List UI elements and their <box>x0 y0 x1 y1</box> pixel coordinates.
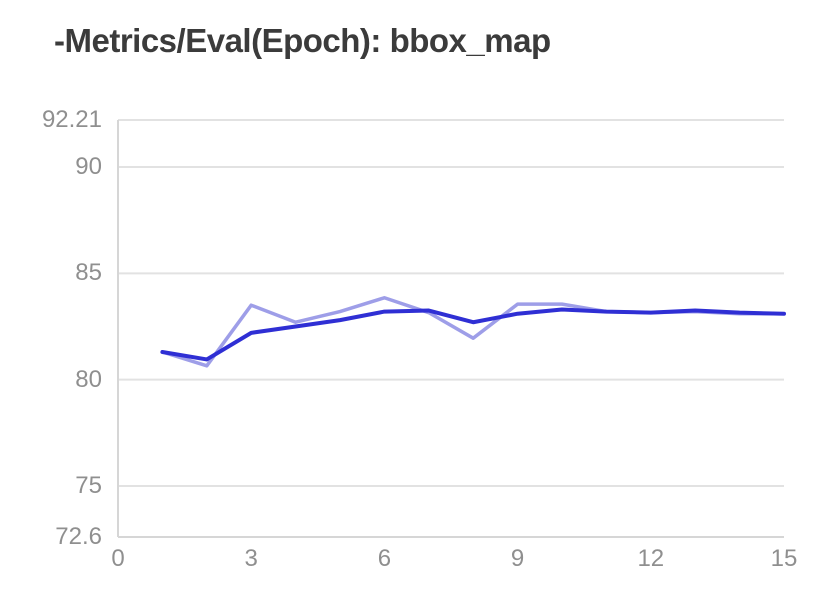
x-axis-tick-label: 0 <box>111 545 125 572</box>
y-axis-tick-label: 92.21 <box>41 106 102 133</box>
y-axis-tick-label: 75 <box>75 471 102 499</box>
series-layer <box>160 296 786 368</box>
y-axis-tick-label: 72.6 <box>55 523 102 550</box>
x-axis-tick-label: 3 <box>244 545 258 572</box>
x-axis-tick-label: 15 <box>770 545 798 572</box>
y-axis-tick-label: 85 <box>75 259 102 287</box>
gridlines-layer <box>118 119 784 538</box>
y-axis-tick-label: 80 <box>75 365 102 393</box>
chart-title: -Metrics/Eval(Epoch): bbox_map <box>54 22 551 59</box>
axes-layer <box>117 120 784 538</box>
x-axis-tick-label: 6 <box>377 545 392 572</box>
series-line-smoothed <box>160 307 786 362</box>
x-axis-tick-label: 9 <box>510 545 525 572</box>
y-axis-tick-label: 90 <box>75 152 102 180</box>
x-axis-tick-label: 12 <box>637 545 665 572</box>
